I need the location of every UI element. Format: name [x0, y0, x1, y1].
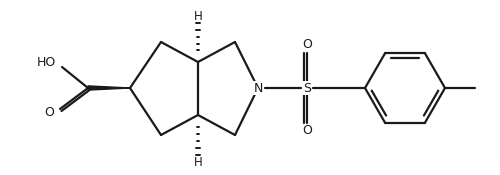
Text: S: S: [303, 82, 311, 95]
Text: N: N: [254, 82, 262, 95]
Text: O: O: [302, 124, 312, 138]
Text: H: H: [194, 156, 202, 169]
Text: O: O: [302, 38, 312, 51]
Text: H: H: [194, 9, 202, 23]
Polygon shape: [88, 86, 130, 90]
Text: HO: HO: [37, 57, 56, 69]
Text: O: O: [44, 107, 54, 120]
